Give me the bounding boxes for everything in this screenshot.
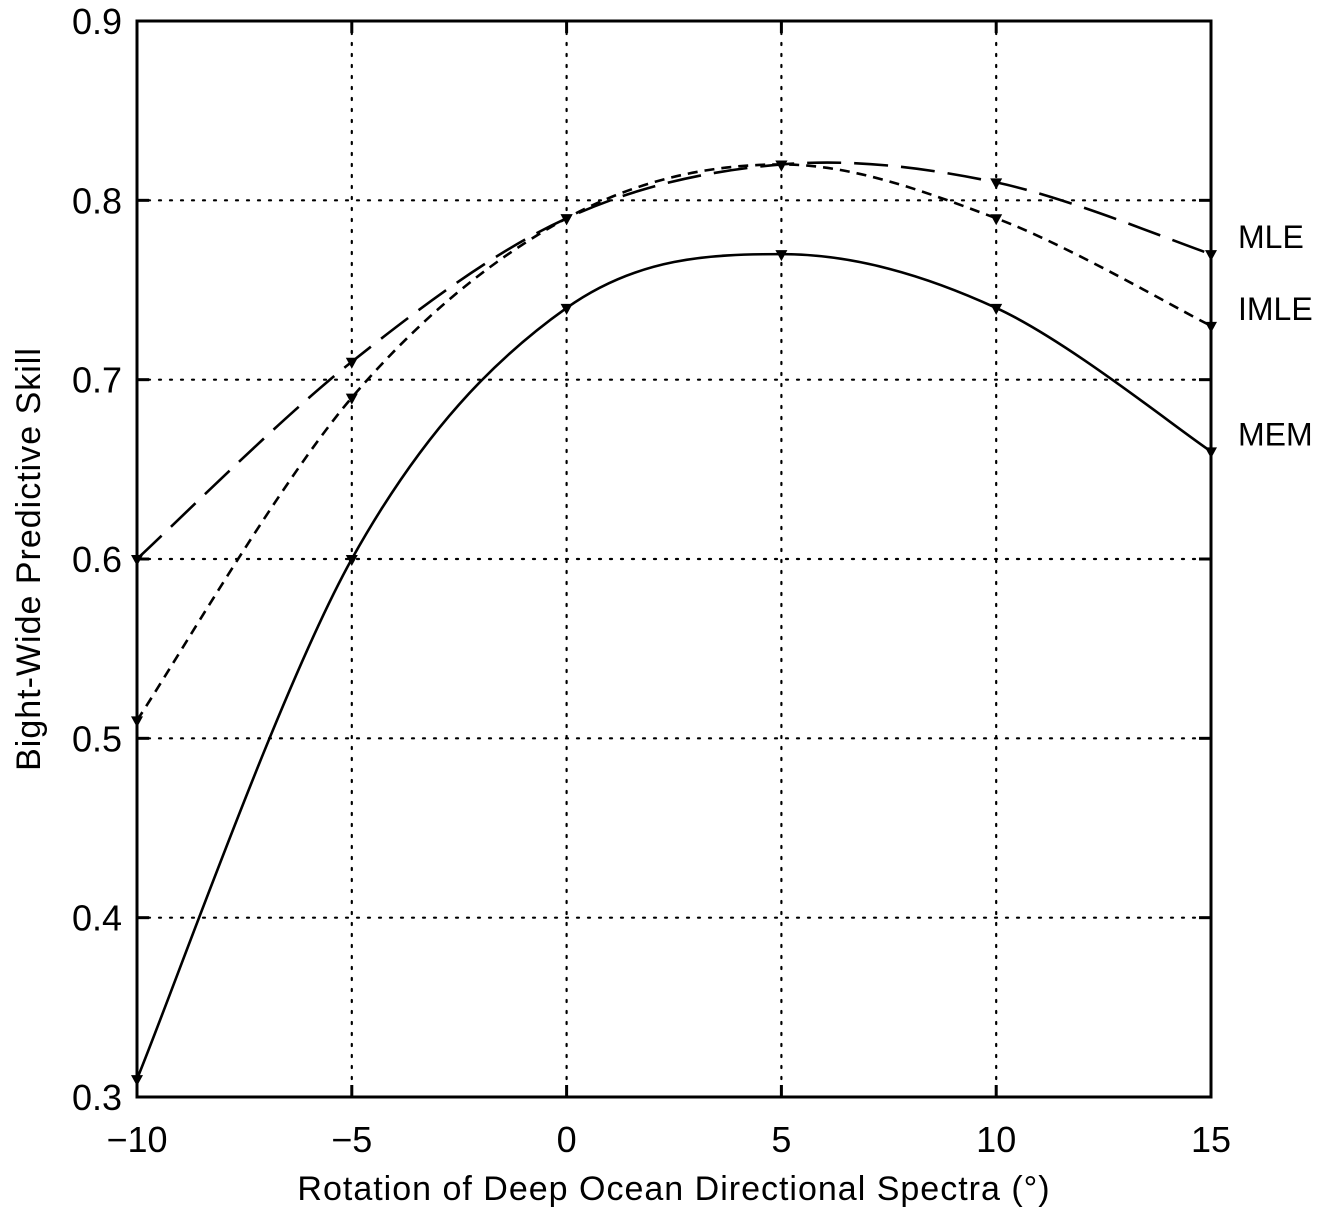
- data-point-mle: [990, 178, 1003, 190]
- y-tick-label: 0.6: [72, 539, 122, 580]
- y-tick-label: 0.8: [72, 180, 122, 221]
- x-tick-label: 0: [557, 1119, 577, 1160]
- series-mle: [131, 160, 1217, 566]
- x-tick-label: 5: [771, 1119, 791, 1160]
- series-label-mle: MLE: [1238, 219, 1304, 255]
- data-point-mle: [131, 555, 143, 566]
- y-axis-label: Bight-Wide Predictive Skill: [10, 347, 48, 771]
- y-tick-label: 0.4: [72, 898, 122, 939]
- data-point-mem: [560, 303, 573, 315]
- x-axis-label: Rotation of Deep Ocean Directional Spect…: [297, 1170, 1050, 1208]
- data-point-mem: [1205, 447, 1217, 459]
- x-tick-label: −10: [106, 1119, 167, 1160]
- series-label-mem: MEM: [1238, 416, 1313, 452]
- y-tick-label: 0.7: [72, 360, 122, 401]
- y-tick-labels: 0.3 0.4 0.5 0.6 0.7 0.8 0.9: [72, 1, 122, 1118]
- data-point-imle: [1205, 321, 1217, 333]
- series-imle: [131, 160, 1217, 728]
- data-point-mem: [131, 1075, 143, 1087]
- y-tick-label: 0.9: [72, 1, 122, 42]
- data-point-imle: [775, 160, 788, 172]
- data-point-mem: [775, 250, 788, 262]
- data-point-imle: [560, 214, 573, 226]
- series-labels: MLE IMLE MEM: [1238, 219, 1313, 452]
- data-point-mle: [345, 357, 358, 369]
- ticks: [135, 19, 1213, 1099]
- series-line-imle: [135, 163, 1212, 722]
- series: [131, 160, 1217, 1087]
- data-point-mem: [345, 555, 358, 566]
- series-mem: [131, 250, 1217, 1087]
- x-tick-labels: −10 −5 0 5 10 15: [106, 1119, 1231, 1160]
- data-point-mem: [990, 303, 1003, 315]
- x-tick-label: 10: [976, 1119, 1016, 1160]
- series-line-mem: [135, 252, 1212, 1080]
- data-point-imle: [990, 214, 1003, 226]
- y-tick-label: 0.3: [72, 1077, 122, 1118]
- data-point-mle: [1205, 250, 1217, 262]
- data-point-imle: [345, 393, 358, 405]
- series-label-imle: IMLE: [1238, 291, 1313, 327]
- data-point-imle: [131, 716, 143, 728]
- y-tick-label: 0.5: [72, 718, 122, 759]
- series-line-mle: [136, 161, 1212, 560]
- x-tick-label: 15: [1191, 1119, 1231, 1160]
- x-tick-label: −5: [331, 1119, 372, 1160]
